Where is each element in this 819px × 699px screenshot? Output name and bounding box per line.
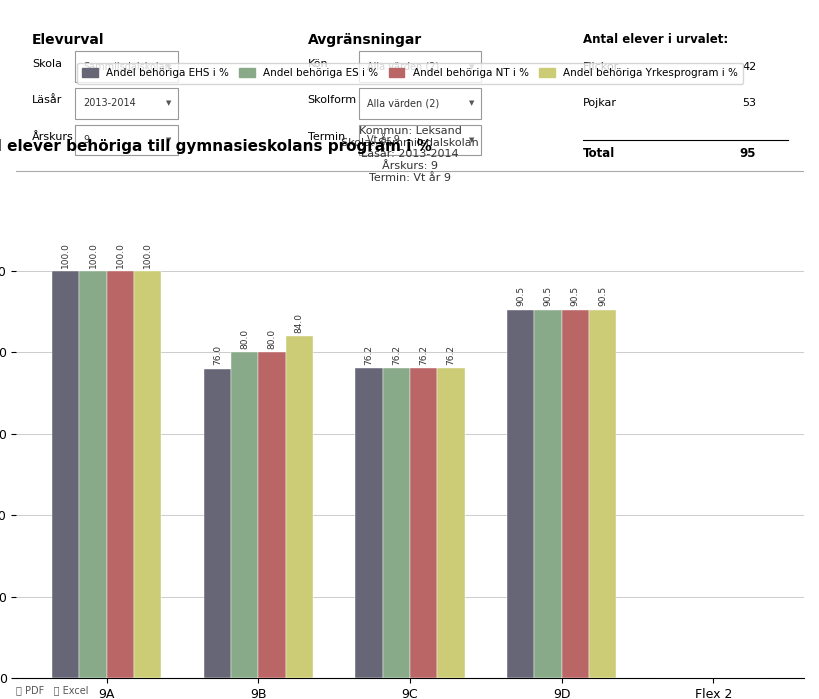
Text: Termin: Termin xyxy=(307,132,345,142)
Text: 80.0: 80.0 xyxy=(267,329,276,350)
FancyBboxPatch shape xyxy=(75,88,178,119)
Bar xyxy=(410,368,437,678)
Text: Skolform: Skolform xyxy=(307,95,356,106)
FancyBboxPatch shape xyxy=(75,52,178,82)
Text: ▼: ▼ xyxy=(468,101,473,106)
Text: 9: 9 xyxy=(84,135,89,145)
Text: Avgränsningar: Avgränsningar xyxy=(307,33,422,47)
Legend: Andel behöriga EHS i %, Andel behöriga ES i %, Andel behöriga NT i %, Andel behö: Andel behöriga EHS i %, Andel behöriga E… xyxy=(77,63,742,84)
FancyBboxPatch shape xyxy=(359,88,480,119)
Text: 100.0: 100.0 xyxy=(88,242,97,268)
Text: Alla värden (2): Alla värden (2) xyxy=(366,99,438,108)
Text: 2013-2014: 2013-2014 xyxy=(84,99,136,108)
Bar xyxy=(437,368,464,678)
Text: Skola: Skola xyxy=(32,59,62,69)
Bar xyxy=(133,271,161,678)
Text: 90.5: 90.5 xyxy=(597,287,606,306)
Text: ▼: ▼ xyxy=(468,64,473,70)
Text: 80.0: 80.0 xyxy=(240,329,249,350)
Text: Total: Total xyxy=(582,147,615,160)
Bar xyxy=(204,368,231,678)
Text: 84.0: 84.0 xyxy=(295,313,304,333)
Bar xyxy=(52,271,79,678)
Text: 100.0: 100.0 xyxy=(115,242,124,268)
Text: 76.2: 76.2 xyxy=(446,345,455,365)
Text: 76.2: 76.2 xyxy=(391,345,400,365)
Bar xyxy=(258,352,285,678)
Text: Vt år 9: Vt år 9 xyxy=(366,135,399,145)
Bar xyxy=(231,352,258,678)
Bar xyxy=(106,271,133,678)
Text: 76.2: 76.2 xyxy=(419,345,428,365)
Bar xyxy=(382,368,410,678)
Bar xyxy=(561,310,588,678)
Bar xyxy=(79,271,106,678)
Text: Andel elever behöriga till gymnasieskolans program i %: Andel elever behöriga till gymnasieskola… xyxy=(0,138,432,154)
Text: 53: 53 xyxy=(741,99,755,108)
FancyBboxPatch shape xyxy=(359,52,480,82)
FancyBboxPatch shape xyxy=(75,124,178,155)
Text: ▼: ▼ xyxy=(165,64,171,70)
Text: 100.0: 100.0 xyxy=(143,242,152,268)
Bar xyxy=(506,310,534,678)
Text: Alla värden (2): Alla värden (2) xyxy=(366,62,438,72)
Text: 100.0: 100.0 xyxy=(61,242,70,268)
Text: ▼: ▼ xyxy=(165,137,171,143)
Text: 42: 42 xyxy=(741,62,755,72)
Text: 76.2: 76.2 xyxy=(364,345,373,365)
Text: ▼: ▼ xyxy=(468,137,473,143)
Text: Årskurs: Årskurs xyxy=(32,132,74,142)
FancyBboxPatch shape xyxy=(359,124,480,155)
Text: 90.5: 90.5 xyxy=(515,287,524,306)
Text: Sammilsdalskolan: Sammilsdalskolan xyxy=(84,62,171,72)
Text: 76.0: 76.0 xyxy=(213,345,222,366)
Text: 95: 95 xyxy=(739,147,755,160)
Text: 90.5: 90.5 xyxy=(570,287,579,306)
Text: Pojkar: Pojkar xyxy=(582,99,617,108)
Text: Läsår: Läsår xyxy=(32,95,62,106)
Bar xyxy=(285,336,313,678)
Text: ▼: ▼ xyxy=(165,101,171,106)
Bar xyxy=(588,310,615,678)
Text: Kommun: Leksand
Skola: Sammilsdalskolan
Läsår: 2013-2014
Årskurs: 9
Termin: Vt å: Kommun: Leksand Skola: Sammilsdalskolan … xyxy=(341,126,478,182)
Text: Antal elever i urvalet:: Antal elever i urvalet: xyxy=(582,33,727,46)
Text: Elevurval: Elevurval xyxy=(32,33,105,47)
Text: Kön: Kön xyxy=(307,59,328,69)
Text: Flickor: Flickor xyxy=(582,62,618,72)
Text: 📄 PDF   📊 Excel: 📄 PDF 📊 Excel xyxy=(16,686,88,696)
Bar xyxy=(355,368,382,678)
Bar xyxy=(534,310,561,678)
Text: 90.5: 90.5 xyxy=(543,287,552,306)
